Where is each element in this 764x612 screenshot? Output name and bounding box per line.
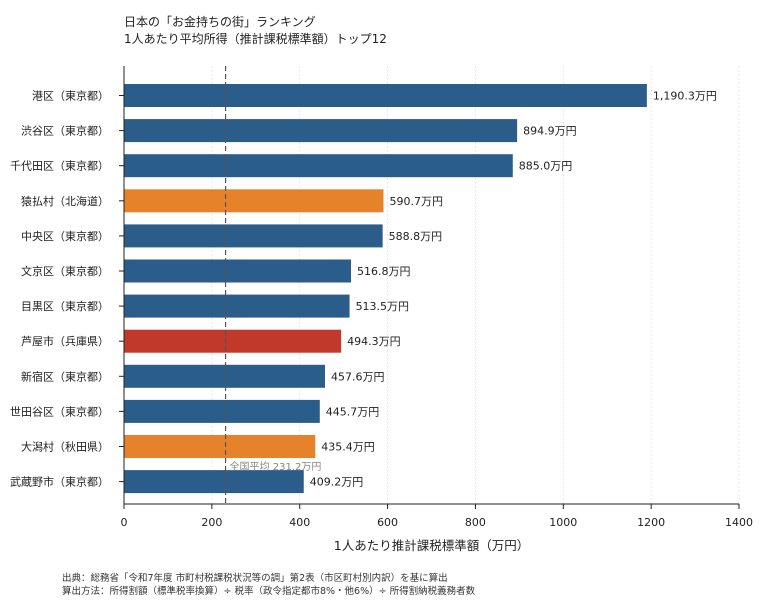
value-label: 435.4万円 bbox=[321, 441, 375, 454]
bar bbox=[124, 399, 320, 423]
x-tick-label: 800 bbox=[465, 516, 486, 529]
bar bbox=[124, 435, 316, 458]
bar bbox=[124, 189, 384, 213]
value-label: 885.0万円 bbox=[519, 160, 573, 173]
bar bbox=[124, 470, 304, 494]
bar bbox=[124, 329, 342, 353]
category-label: 目黒区（東京都） bbox=[21, 299, 109, 313]
method-note: 算出方法：所得割額（標準税率換算）÷ 税率（政令指定都市8%・他6%）÷ 所得割… bbox=[62, 586, 476, 597]
x-tick-label: 1200 bbox=[637, 516, 665, 529]
category-label: 新宿区（東京都） bbox=[21, 369, 109, 383]
bar bbox=[124, 119, 518, 143]
value-label: 494.3万円 bbox=[347, 335, 401, 348]
value-label: 513.5万円 bbox=[356, 300, 410, 313]
category-label: 芦屋市（兵庫県） bbox=[21, 334, 109, 348]
bar bbox=[124, 364, 326, 388]
bar bbox=[124, 294, 350, 318]
bar bbox=[124, 259, 352, 283]
bar bbox=[124, 84, 647, 107]
chart-title-block: 日本の「お金持ちの街」ランキング 1人あたり平均所得（推計課税標準額）トップ12 bbox=[124, 14, 387, 48]
x-tick-label: 0 bbox=[121, 516, 128, 529]
category-label: 武蔵野市（東京都） bbox=[10, 475, 109, 489]
value-label: 1,190.3万円 bbox=[653, 90, 717, 103]
value-label: 588.8万円 bbox=[389, 230, 443, 243]
x-tick-label: 1000 bbox=[549, 516, 577, 529]
value-label: 894.9万円 bbox=[523, 125, 577, 138]
value-label: 445.7万円 bbox=[326, 405, 380, 418]
source-notes: 出典：総務省「令和7年度 市町村税課税状況等の調」第2表（市区町村別内訳）を基に… bbox=[62, 572, 475, 598]
category-label: 千代田区（東京都） bbox=[10, 159, 109, 173]
source-note: 出典：総務省「令和7年度 市町村税課税状況等の調」第2表（市区町村別内訳）を基に… bbox=[62, 573, 448, 584]
value-label: 590.7万円 bbox=[389, 195, 443, 208]
value-label: 516.8万円 bbox=[357, 265, 411, 278]
value-label: 457.6万円 bbox=[331, 370, 385, 383]
bar bbox=[124, 154, 513, 178]
x-tick-label: 200 bbox=[201, 516, 222, 529]
category-label: 港区（東京都） bbox=[32, 89, 109, 103]
category-label: 中央区（東京都） bbox=[21, 229, 109, 243]
category-label: 世田谷区（東京都） bbox=[10, 404, 109, 418]
value-label: 409.2万円 bbox=[310, 476, 364, 489]
bar bbox=[124, 224, 383, 248]
x-tick-label: 1400 bbox=[725, 516, 753, 529]
x-axis-title: 1人あたり推計課税標準額（万円） bbox=[334, 538, 529, 553]
category-label: 文京区（東京都） bbox=[21, 264, 109, 278]
category-label: 猿払村（北海道） bbox=[21, 194, 109, 208]
category-label: 渋谷区（東京都） bbox=[21, 124, 109, 138]
national-average-label: 全国平均 231.2万円 bbox=[230, 460, 322, 473]
x-tick-label: 400 bbox=[289, 516, 310, 529]
x-tick-label: 600 bbox=[377, 516, 398, 529]
category-label: 大潟村（秋田県） bbox=[21, 440, 109, 454]
chart-subtitle: 1人あたり平均所得（推計課税標準額）トップ12 bbox=[124, 32, 387, 46]
chart-title: 日本の「お金持ちの街」ランキング bbox=[124, 15, 316, 29]
